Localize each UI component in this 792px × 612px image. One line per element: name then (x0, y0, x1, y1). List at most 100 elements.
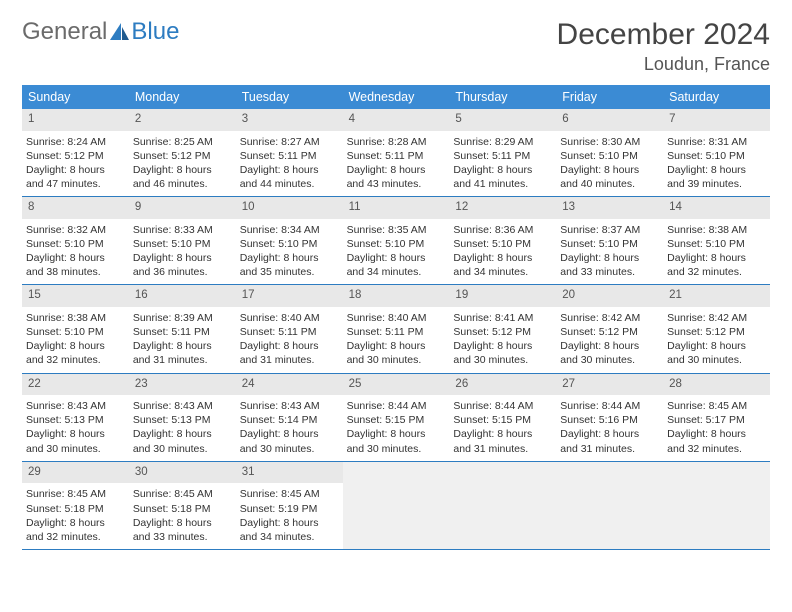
cell-body: Sunrise: 8:38 AMSunset: 5:10 PMDaylight:… (22, 307, 129, 368)
sunrise-text: Sunrise: 8:43 AM (133, 399, 232, 413)
day-number: 4 (343, 109, 450, 131)
day-number: 3 (236, 109, 343, 131)
calendar-cell: 9Sunrise: 8:33 AMSunset: 5:10 PMDaylight… (129, 197, 236, 285)
sunset-text: Sunset: 5:10 PM (240, 237, 339, 251)
calendar-cell: 4Sunrise: 8:28 AMSunset: 5:11 PMDaylight… (343, 109, 450, 197)
sunset-text: Sunset: 5:12 PM (453, 325, 552, 339)
day1-text: Daylight: 8 hours (453, 427, 552, 441)
day2-text: and 44 minutes. (240, 177, 339, 191)
day-number: 31 (236, 462, 343, 484)
sunrise-text: Sunrise: 8:36 AM (453, 223, 552, 237)
day1-text: Daylight: 8 hours (560, 163, 659, 177)
sunset-text: Sunset: 5:11 PM (240, 325, 339, 339)
sunrise-text: Sunrise: 8:45 AM (26, 487, 125, 501)
day1-text: Daylight: 8 hours (240, 251, 339, 265)
brand-word1: General (22, 18, 107, 46)
sunrise-text: Sunrise: 8:30 AM (560, 135, 659, 149)
day1-text: Daylight: 8 hours (26, 339, 125, 353)
day2-text: and 30 minutes. (560, 353, 659, 367)
day-number: 11 (343, 197, 450, 219)
calendar-cell-empty (449, 462, 556, 550)
calendar-cell: 13Sunrise: 8:37 AMSunset: 5:10 PMDayligh… (556, 197, 663, 285)
sunset-text: Sunset: 5:15 PM (347, 413, 446, 427)
calendar-cell: 30 Sunrise: 8:45 AMSunset: 5:18 PMDayligh… (129, 462, 236, 550)
sunrise-text: Sunrise: 8:42 AM (560, 311, 659, 325)
sunrise-text: Sunrise: 8:28 AM (347, 135, 446, 149)
day2-text: and 35 minutes. (240, 265, 339, 279)
cell-body: Sunrise: 8:41 AMSunset: 5:12 PMDaylight:… (449, 307, 556, 368)
day-number: 30 (129, 462, 236, 484)
day1-text: Daylight: 8 hours (347, 339, 446, 353)
cell-body: Sunrise: 8:33 AMSunset: 5:10 PMDaylight:… (129, 219, 236, 280)
cell-body: Sunrise: 8:35 AMSunset: 5:10 PMDaylight:… (343, 219, 450, 280)
day2-text: and 33 minutes. (133, 530, 232, 544)
day1-text: Daylight: 8 hours (560, 427, 659, 441)
day-number: 22 (22, 374, 129, 396)
sunrise-text: Sunrise: 8:25 AM (133, 135, 232, 149)
calendar-cell: 25Sunrise: 8:44 AMSunset: 5:15 PMDayligh… (343, 374, 450, 462)
sunset-text: Sunset: 5:19 PM (240, 502, 339, 516)
day2-text: and 46 minutes. (133, 177, 232, 191)
day1-text: Daylight: 8 hours (133, 516, 232, 530)
calendar-cell: 6Sunrise: 8:30 AMSunset: 5:10 PMDaylight… (556, 109, 663, 197)
day-number: 2 (129, 109, 236, 131)
day1-text: Daylight: 8 hours (240, 427, 339, 441)
sunset-text: Sunset: 5:11 PM (240, 149, 339, 163)
cell-body: Sunrise: 8:24 AMSunset: 5:12 PMDaylight:… (22, 131, 129, 192)
day2-text: and 38 minutes. (26, 265, 125, 279)
location-label: Loudun, France (557, 54, 770, 75)
weekday-header: Sunday (22, 85, 129, 109)
day-number: 12 (449, 197, 556, 219)
sunrise-text: Sunrise: 8:33 AM (133, 223, 232, 237)
cell-body: Sunrise: 8:44 AMSunset: 5:16 PMDaylight:… (556, 395, 663, 456)
cell-body: Sunrise: 8:40 AMSunset: 5:11 PMDaylight:… (343, 307, 450, 368)
calendar-cell: 20Sunrise: 8:42 AMSunset: 5:12 PMDayligh… (556, 285, 663, 373)
day2-text: and 40 minutes. (560, 177, 659, 191)
sunset-text: Sunset: 5:10 PM (560, 237, 659, 251)
day2-text: and 30 minutes. (667, 353, 766, 367)
day1-text: Daylight: 8 hours (26, 251, 125, 265)
weekday-header: Wednesday (343, 85, 450, 109)
sunrise-text: Sunrise: 8:34 AM (240, 223, 339, 237)
sunset-text: Sunset: 5:10 PM (667, 237, 766, 251)
sunrise-text: Sunrise: 8:31 AM (667, 135, 766, 149)
day2-text: and 32 minutes. (26, 530, 125, 544)
sunset-text: Sunset: 5:10 PM (667, 149, 766, 163)
sunset-text: Sunset: 5:11 PM (133, 325, 232, 339)
day2-text: and 41 minutes. (453, 177, 552, 191)
calendar-cell: 26Sunrise: 8:44 AMSunset: 5:15 PMDayligh… (449, 374, 556, 462)
header: General Blue December 2024 Loudun, Franc… (22, 18, 770, 75)
day2-text: and 30 minutes. (347, 442, 446, 456)
day2-text: and 34 minutes. (240, 530, 339, 544)
cell-body: Sunrise: 8:43 AMSunset: 5:13 PMDaylight:… (22, 395, 129, 456)
sunrise-text: Sunrise: 8:40 AM (347, 311, 446, 325)
sunset-text: Sunset: 5:12 PM (133, 149, 232, 163)
sunrise-text: Sunrise: 8:45 AM (133, 487, 232, 501)
sunrise-text: Sunrise: 8:42 AM (667, 311, 766, 325)
sunset-text: Sunset: 5:10 PM (453, 237, 552, 251)
calendar: Sunday Monday Tuesday Wednesday Thursday… (22, 85, 770, 550)
sail-icon (109, 22, 131, 42)
day-number: 17 (236, 285, 343, 307)
day2-text: and 32 minutes. (26, 353, 125, 367)
day1-text: Daylight: 8 hours (26, 427, 125, 441)
day1-text: Daylight: 8 hours (240, 339, 339, 353)
cell-body: Sunrise: 8:25 AMSunset: 5:12 PMDaylight:… (129, 131, 236, 192)
cell-body: Sunrise: 8:42 AMSunset: 5:12 PMDaylight:… (663, 307, 770, 368)
day1-text: Daylight: 8 hours (347, 251, 446, 265)
cell-body: Sunrise: 8:44 AMSunset: 5:15 PMDaylight:… (449, 395, 556, 456)
sunrise-text: Sunrise: 8:37 AM (560, 223, 659, 237)
day2-text: and 32 minutes. (667, 265, 766, 279)
sunset-text: Sunset: 5:18 PM (133, 502, 232, 516)
day-number: 24 (236, 374, 343, 396)
sunrise-text: Sunrise: 8:35 AM (347, 223, 446, 237)
sunrise-text: Sunrise: 8:43 AM (240, 399, 339, 413)
calendar-cell: 19Sunrise: 8:41 AMSunset: 5:12 PMDayligh… (449, 285, 556, 373)
weekday-header: Friday (556, 85, 663, 109)
day1-text: Daylight: 8 hours (240, 516, 339, 530)
calendar-cell: 27Sunrise: 8:44 AMSunset: 5:16 PMDayligh… (556, 374, 663, 462)
day2-text: and 31 minutes. (453, 442, 552, 456)
day1-text: Daylight: 8 hours (560, 339, 659, 353)
day1-text: Daylight: 8 hours (667, 427, 766, 441)
weekday-header: Tuesday (236, 85, 343, 109)
